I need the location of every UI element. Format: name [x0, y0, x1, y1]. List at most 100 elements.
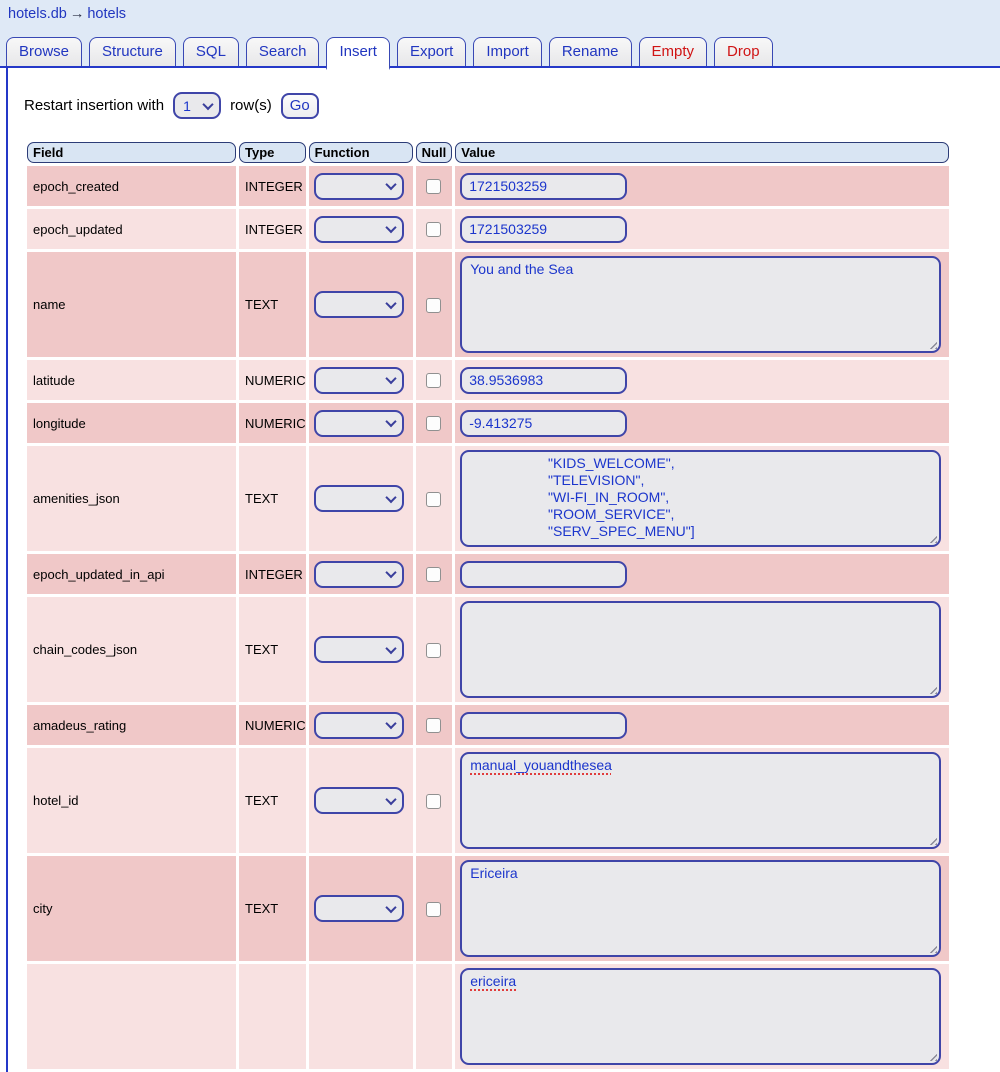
tab-sql[interactable]: SQL	[182, 37, 239, 66]
restart-label: Restart insertion with	[24, 97, 165, 114]
table-row: ericeira	[27, 964, 950, 1069]
field-name: longitude	[27, 403, 236, 443]
breadcrumb-arrow: →	[69, 6, 85, 22]
breadcrumb-table-link[interactable]: hotels	[87, 6, 127, 22]
field-type: TEXT	[239, 446, 306, 551]
field-type: TEXT	[239, 856, 306, 961]
resize-grip-icon[interactable]	[927, 943, 938, 953]
field-name: name	[27, 252, 236, 357]
rows-label: row(s)	[230, 97, 272, 114]
null-checkbox[interactable]	[426, 491, 442, 507]
field-name: amadeus_rating	[27, 705, 236, 745]
value-input[interactable]	[460, 409, 628, 437]
null-checkbox[interactable]	[426, 901, 442, 917]
resize-grip-icon[interactable]	[927, 684, 938, 694]
field-name	[27, 964, 236, 1069]
resize-grip-icon[interactable]	[927, 1051, 938, 1061]
field-type: TEXT	[239, 748, 306, 853]
restart-insertion-row: Restart insertion with 1 row(s) Go	[24, 92, 1000, 119]
function-select[interactable]	[313, 636, 404, 663]
header-row: Field Type Function Null Value	[27, 142, 950, 163]
insert-panel: Restart insertion with 1 row(s) Go Field…	[6, 68, 1000, 1072]
column-header-function: Function	[308, 142, 413, 163]
function-select[interactable]	[313, 409, 404, 437]
null-checkbox[interactable]	[426, 416, 442, 432]
table-row: amadeus_rating NUMERIC	[27, 705, 950, 745]
tab-insert[interactable]: Insert	[326, 37, 390, 70]
function-select[interactable]	[313, 787, 404, 814]
value-textarea[interactable]: "KIDS_WELCOME", "TELEVISION", "WI-FI_IN_…	[460, 450, 942, 547]
field-name: amenities_json	[27, 446, 236, 551]
value-input[interactable]	[460, 560, 628, 588]
value-input[interactable]	[460, 711, 628, 739]
value-textarea[interactable]: You and the Sea	[460, 256, 942, 353]
resize-grip-icon[interactable]	[927, 835, 938, 845]
table-row: latitude NUMERIC	[27, 360, 950, 400]
value-input[interactable]	[460, 172, 628, 200]
field-type: INTEGER	[239, 209, 306, 249]
field-name: epoch_created	[27, 166, 236, 206]
breadcrumb: hotels.db → hotels	[0, 0, 1000, 35]
field-name: chain_codes_json	[27, 597, 236, 702]
table-row: epoch_updated INTEGER	[27, 209, 950, 249]
tab-import[interactable]: Import	[473, 37, 542, 66]
column-header-type: Type	[239, 142, 306, 163]
function-select[interactable]	[313, 895, 404, 922]
value-input[interactable]	[460, 215, 628, 243]
table-row: city TEXT Ericeira	[27, 856, 950, 961]
function-select[interactable]	[313, 560, 404, 588]
resize-grip-icon[interactable]	[927, 533, 938, 543]
tab-bar: Browse Structure SQL Search Insert Expor…	[0, 35, 1000, 70]
table-row: name TEXT You and the Sea	[27, 252, 950, 357]
tab-browse[interactable]: Browse	[6, 37, 83, 66]
value-textarea[interactable]: ericeira	[460, 968, 942, 1065]
table-row: epoch_updated_in_api INTEGER	[27, 554, 950, 594]
field-type: NUMERIC	[239, 705, 306, 745]
tab-rename[interactable]: Rename	[548, 37, 632, 66]
null-checkbox[interactable]	[426, 567, 442, 583]
breadcrumb-db-link[interactable]: hotels.db	[8, 6, 67, 22]
table-row: longitude NUMERIC	[27, 403, 950, 443]
table-row: amenities_json TEXT "KIDS_WELCOME", "TEL…	[27, 446, 950, 551]
null-checkbox[interactable]	[426, 642, 442, 658]
field-type: NUMERIC	[239, 360, 306, 400]
function-select[interactable]	[313, 366, 404, 394]
column-header-field: Field	[27, 142, 236, 163]
table-row: chain_codes_json TEXT	[27, 597, 950, 702]
field-name: epoch_updated_in_api	[27, 554, 236, 594]
function-select[interactable]	[313, 172, 404, 200]
table-row: hotel_id TEXT manual_youandthesea	[27, 748, 950, 853]
insert-table: Field Type Function Null Value epoch_cre…	[24, 139, 952, 1072]
field-name: latitude	[27, 360, 236, 400]
value-textarea[interactable]	[460, 601, 942, 698]
null-checkbox[interactable]	[426, 222, 442, 238]
function-select[interactable]	[313, 711, 404, 739]
null-checkbox[interactable]	[426, 179, 442, 195]
value-textarea[interactable]: manual_youandthesea	[460, 752, 942, 849]
function-select[interactable]	[313, 215, 404, 243]
field-name: city	[27, 856, 236, 961]
resize-grip-icon[interactable]	[927, 339, 938, 349]
function-select[interactable]	[313, 291, 404, 318]
tab-search[interactable]: Search	[245, 37, 320, 66]
function-select[interactable]	[313, 485, 404, 512]
column-header-null: Null	[415, 142, 453, 163]
field-type: TEXT	[239, 597, 306, 702]
field-type: INTEGER	[239, 554, 306, 594]
tab-drop[interactable]: Drop	[714, 37, 773, 66]
null-checkbox[interactable]	[426, 793, 442, 809]
null-checkbox[interactable]	[426, 373, 442, 389]
tab-export[interactable]: Export	[396, 37, 467, 66]
null-checkbox[interactable]	[426, 297, 442, 313]
null-checkbox[interactable]	[426, 718, 442, 734]
field-name: epoch_updated	[27, 209, 236, 249]
tab-empty[interactable]: Empty	[638, 37, 708, 66]
field-type: NUMERIC	[239, 403, 306, 443]
tab-structure[interactable]: Structure	[89, 37, 176, 66]
field-type: TEXT	[239, 252, 306, 357]
go-button[interactable]: Go	[280, 92, 319, 119]
table-row: epoch_created INTEGER	[27, 166, 950, 206]
value-textarea[interactable]: Ericeira	[460, 860, 942, 957]
value-input[interactable]	[460, 366, 628, 394]
row-count-select[interactable]: 1	[173, 92, 222, 119]
